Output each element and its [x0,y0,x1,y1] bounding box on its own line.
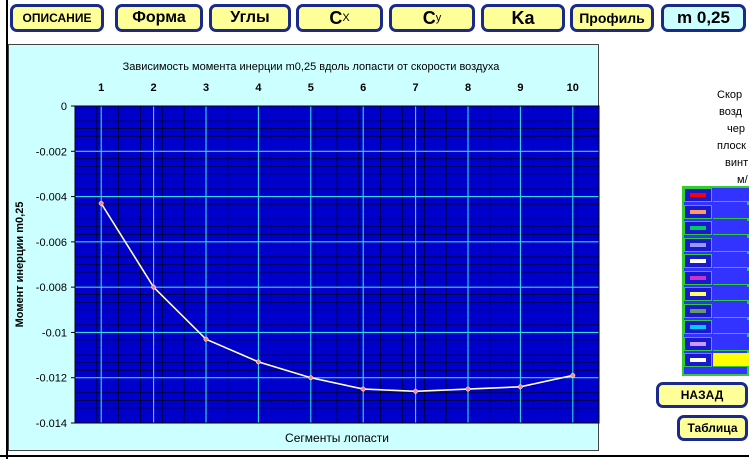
y-tick-label: -0.002 [36,146,67,158]
data-point [517,384,523,390]
tab-subscript: y [435,12,442,24]
series-line [100,202,573,393]
x-tick-label: 1 [98,82,104,94]
legend-value-cell [713,237,749,252]
data-point [570,373,576,378]
legend-swatch [684,336,712,351]
chart-title: Зависимость момента инерции m0,25 вдоль … [123,61,501,73]
tab-subscript: X [342,12,350,24]
x-tick-label: 8 [465,82,471,94]
legend-swatch-color [690,358,706,362]
data-point [465,386,471,392]
right-panel-text: м/ [737,174,748,186]
m025-line-chart: 0 -0.002 -0.004 -0.006 -0.008 -0.01 -0.012 -0.0… [14,61,600,445]
tab-label: C [329,7,343,28]
tab-ugly[interactable]: Углы [209,4,291,32]
legend-swatch-color [690,292,706,296]
legend-swatch-color [690,275,706,280]
legend-swatch-color [690,242,706,247]
chart-area: 0 -0.002 -0.004 -0.006 -0.008 -0.01 -0.012 -0.0… [8,44,600,451]
legend-value-cell [713,188,749,202]
legend-value-cell [713,320,749,334]
x-tick-label: 6 [360,82,366,94]
x-tick-label: 7 [413,82,419,94]
legend-swatch-color [690,193,706,197]
data-point [360,386,366,392]
y-tick-label: -0.012 [36,373,67,385]
data-point [203,336,209,342]
tab-label: Профиль [579,10,645,26]
legend-swatch [684,353,712,367]
legend-swatch [684,270,712,285]
legend-swatch [684,221,712,235]
right-panel-text: Скор [717,89,743,101]
legend-swatch-color [690,259,706,263]
tab-label: ОПИСАНИЕ [22,11,92,25]
legend-swatch [684,237,712,252]
data-point [308,375,314,381]
bottom-border [0,455,749,457]
x-tick-label: 9 [517,82,523,94]
legend-value-cell [713,204,749,219]
y-tick-label: -0.004 [36,192,67,204]
x-axis-label: Сегменты лопасти [285,431,389,445]
tab-label: C [422,7,436,28]
legend-swatch [684,254,712,268]
x-tick-label: 5 [308,82,314,94]
y-tick-label: -0.006 [36,237,67,249]
tab-label: m 0,25 [677,8,730,27]
tab-label: Форма [132,9,186,26]
legend-swatch [684,303,712,318]
legend-swatch-color [690,209,706,214]
right-panel-text: чер [727,123,745,135]
legend-value-cell [713,336,749,351]
tab-profil[interactable]: Профиль [570,4,654,32]
x-tick-label: 4 [255,82,262,94]
y-tick-label: -0.008 [36,282,67,294]
tab-ka[interactable]: Ka [481,4,565,32]
x-tick-label: 10 [567,82,579,94]
legend-swatch [684,287,712,301]
y-tick-label: -0.014 [36,418,67,430]
legend-swatch-color [690,226,706,230]
legend-value-cell [713,221,749,235]
data-point [98,200,104,206]
y-axis-label: Момент инерции m0,25 [14,202,26,328]
tab-opisanie[interactable]: ОПИСАНИЕ [10,4,104,32]
left-border [0,0,8,459]
right-panel-text: винт [725,157,749,169]
x-tick-label: 3 [203,82,209,94]
legend-value-cell [713,303,749,318]
back-button[interactable]: НАЗАД [656,382,748,408]
y-tick-label: -0.01 [42,327,67,339]
data-point [151,284,157,290]
legend-swatch [684,204,712,219]
tab-label: Ka [511,7,535,28]
data-point [255,359,261,365]
legend-value-cell [713,270,749,285]
right-panel-text: плоск [717,140,746,152]
y-tick-label: 0 [61,101,67,113]
legend-swatch-color [690,325,706,329]
legend-swatch-color [690,341,706,346]
plot-frame [74,105,600,424]
legend-value-cell [713,353,749,367]
legend-swatch [684,320,712,334]
x-tick-label: 2 [151,82,157,94]
tab-m025[interactable]: m 0,25 [661,4,746,32]
legend-value-cell [713,254,749,268]
right-panel-text: возд [719,106,742,118]
legend-value-cell [713,287,749,301]
tab-label: Углы [230,9,270,26]
legend-swatch-color [690,308,706,313]
table-button[interactable]: Таблица [677,415,748,441]
tab-forma[interactable]: Форма [115,4,203,32]
legend-swatch [684,188,712,202]
data-point [413,388,419,394]
